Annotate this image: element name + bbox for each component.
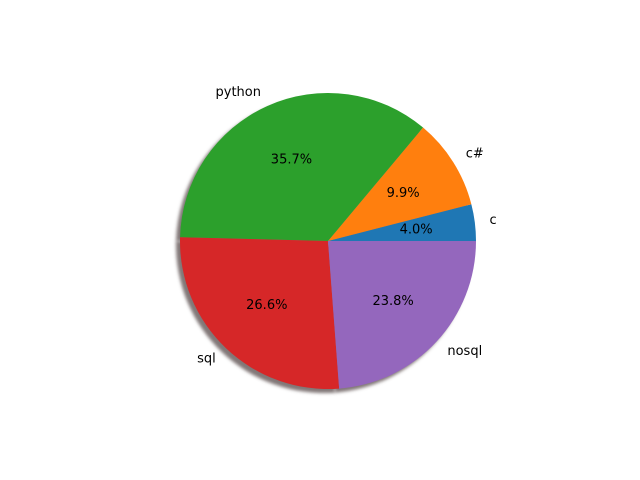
percent-label-c-sharp: 9.9% [387, 186, 420, 201]
pie-slice-c-sharp [328, 127, 472, 241]
category-label-python: python [216, 85, 261, 100]
pie-labels: c 4.0% c# 9.9% python 35.7% sql 26.6% nosql 23.8% [197, 85, 497, 366]
pie-slice-python [180, 92, 424, 241]
pie-slice-nosql [328, 241, 476, 389]
percent-label-nosql: 23.8% [372, 294, 413, 309]
pie-slice-c [328, 204, 476, 241]
percent-label-c: 4.0% [400, 222, 433, 237]
pie-slices [180, 92, 476, 390]
category-label-c-sharp: c# [466, 147, 484, 162]
category-label-c: c [490, 213, 497, 228]
category-label-sql: sql [197, 351, 216, 366]
percent-label-sql: 26.6% [246, 298, 287, 313]
category-label-nosql: nosql [447, 344, 482, 359]
percent-label-python: 35.7% [271, 153, 312, 168]
pie-slice-sql [180, 237, 340, 390]
